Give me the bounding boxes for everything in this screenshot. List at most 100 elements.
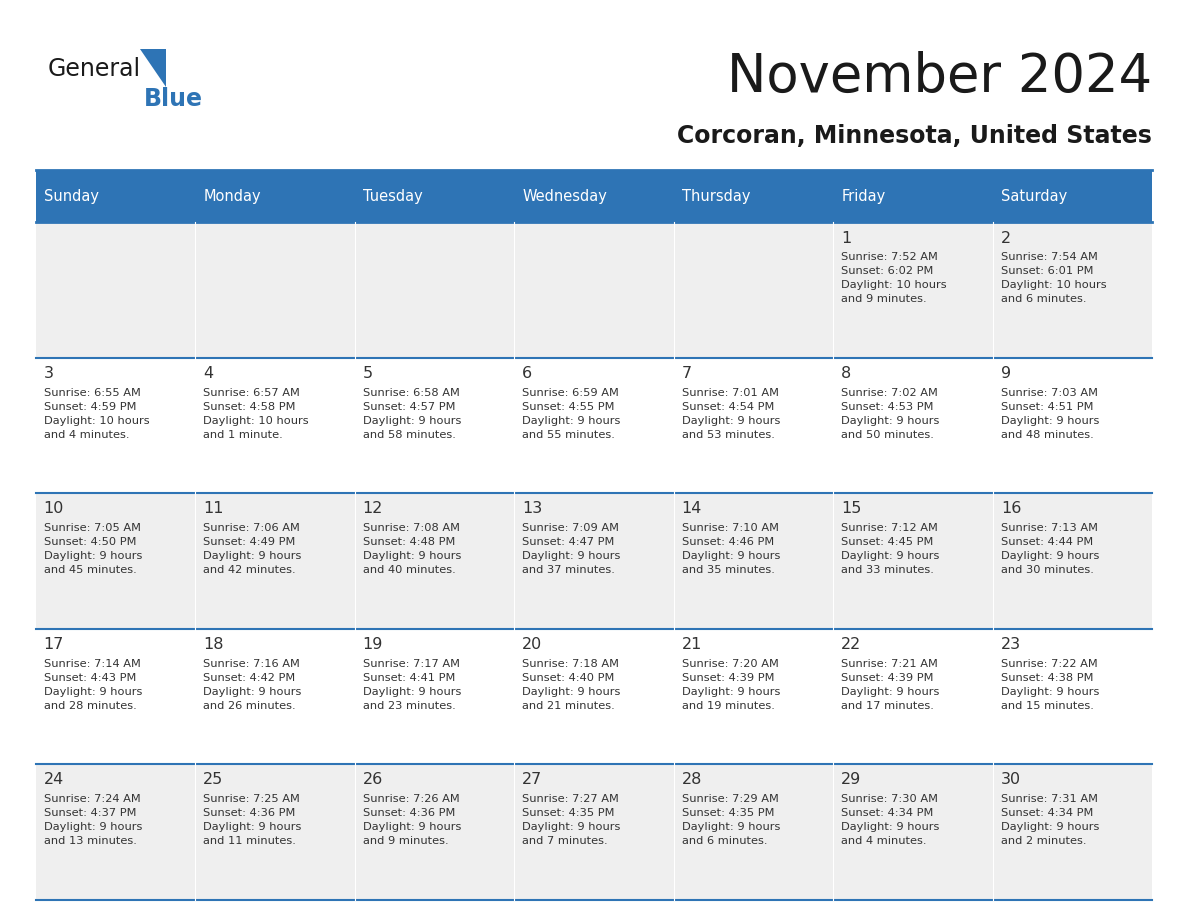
Text: 30: 30 [1000,772,1020,788]
Text: Sunrise: 7:18 AM
Sunset: 4:40 PM
Daylight: 9 hours
and 21 minutes.: Sunrise: 7:18 AM Sunset: 4:40 PM Dayligh… [523,658,620,711]
Bar [355,170,514,222]
Bar [674,493,833,629]
Text: 10: 10 [44,501,64,517]
Bar [195,493,355,629]
Text: 20: 20 [523,637,543,652]
Text: 1: 1 [841,230,852,245]
Bar [514,629,674,764]
Text: Wednesday: Wednesday [523,188,607,204]
Text: Sunrise: 6:59 AM
Sunset: 4:55 PM
Daylight: 9 hours
and 55 minutes.: Sunrise: 6:59 AM Sunset: 4:55 PM Dayligh… [523,387,620,440]
Bar [833,222,993,358]
Bar [674,222,833,358]
Text: Sunrise: 7:29 AM
Sunset: 4:35 PM
Daylight: 9 hours
and 6 minutes.: Sunrise: 7:29 AM Sunset: 4:35 PM Dayligh… [682,794,781,846]
Bar [514,764,674,900]
Bar [674,170,833,222]
Bar [195,629,355,764]
Text: Tuesday: Tuesday [362,188,423,204]
Text: Sunrise: 6:58 AM
Sunset: 4:57 PM
Daylight: 9 hours
and 58 minutes.: Sunrise: 6:58 AM Sunset: 4:57 PM Dayligh… [362,387,461,440]
Text: 7: 7 [682,366,691,381]
Text: Sunrise: 7:52 AM
Sunset: 6:02 PM
Daylight: 10 hours
and 9 minutes.: Sunrise: 7:52 AM Sunset: 6:02 PM Dayligh… [841,252,947,304]
Text: November 2024: November 2024 [727,50,1152,103]
Text: Friday: Friday [841,188,885,204]
Text: Sunrise: 7:30 AM
Sunset: 4:34 PM
Daylight: 9 hours
and 4 minutes.: Sunrise: 7:30 AM Sunset: 4:34 PM Dayligh… [841,794,940,846]
Bar [195,222,355,358]
Text: Sunrise: 7:09 AM
Sunset: 4:47 PM
Daylight: 9 hours
and 37 minutes.: Sunrise: 7:09 AM Sunset: 4:47 PM Dayligh… [523,523,620,575]
Text: 14: 14 [682,501,702,517]
Text: Sunrise: 7:24 AM
Sunset: 4:37 PM
Daylight: 9 hours
and 13 minutes.: Sunrise: 7:24 AM Sunset: 4:37 PM Dayligh… [44,794,143,846]
Text: Sunrise: 7:14 AM
Sunset: 4:43 PM
Daylight: 9 hours
and 28 minutes.: Sunrise: 7:14 AM Sunset: 4:43 PM Dayligh… [44,658,143,711]
Bar [355,629,514,764]
Text: 13: 13 [523,501,543,517]
Text: 18: 18 [203,637,223,652]
Text: 19: 19 [362,637,383,652]
Text: Sunday: Sunday [44,188,99,204]
Bar [833,358,993,493]
Polygon shape [140,49,166,87]
Bar [833,764,993,900]
Text: 3: 3 [44,366,53,381]
Bar [514,222,674,358]
Bar [36,358,195,493]
Text: Thursday: Thursday [682,188,751,204]
Text: 8: 8 [841,366,852,381]
Text: 16: 16 [1000,501,1022,517]
Bar [195,358,355,493]
Bar [833,629,993,764]
Text: 24: 24 [44,772,64,788]
Bar [674,358,833,493]
Text: 28: 28 [682,772,702,788]
Text: Sunrise: 7:17 AM
Sunset: 4:41 PM
Daylight: 9 hours
and 23 minutes.: Sunrise: 7:17 AM Sunset: 4:41 PM Dayligh… [362,658,461,711]
Bar [514,358,674,493]
Bar [514,170,674,222]
Bar [833,493,993,629]
Bar [833,170,993,222]
Text: Sunrise: 7:54 AM
Sunset: 6:01 PM
Daylight: 10 hours
and 6 minutes.: Sunrise: 7:54 AM Sunset: 6:01 PM Dayligh… [1000,252,1106,304]
Bar [674,629,833,764]
Text: Sunrise: 7:02 AM
Sunset: 4:53 PM
Daylight: 9 hours
and 50 minutes.: Sunrise: 7:02 AM Sunset: 4:53 PM Dayligh… [841,387,940,440]
Text: Sunrise: 7:20 AM
Sunset: 4:39 PM
Daylight: 9 hours
and 19 minutes.: Sunrise: 7:20 AM Sunset: 4:39 PM Dayligh… [682,658,781,711]
Bar [993,170,1152,222]
Text: 25: 25 [203,772,223,788]
Text: Sunrise: 6:55 AM
Sunset: 4:59 PM
Daylight: 10 hours
and 4 minutes.: Sunrise: 6:55 AM Sunset: 4:59 PM Dayligh… [44,387,150,440]
Bar [195,170,355,222]
Text: 5: 5 [362,366,373,381]
Bar [993,764,1152,900]
Bar [36,222,195,358]
Text: Sunrise: 7:12 AM
Sunset: 4:45 PM
Daylight: 9 hours
and 33 minutes.: Sunrise: 7:12 AM Sunset: 4:45 PM Dayligh… [841,523,940,575]
Text: 23: 23 [1000,637,1020,652]
Text: 11: 11 [203,501,223,517]
Text: Sunrise: 7:10 AM
Sunset: 4:46 PM
Daylight: 9 hours
and 35 minutes.: Sunrise: 7:10 AM Sunset: 4:46 PM Dayligh… [682,523,781,575]
Bar [355,222,514,358]
Text: 27: 27 [523,772,543,788]
Text: Sunrise: 7:21 AM
Sunset: 4:39 PM
Daylight: 9 hours
and 17 minutes.: Sunrise: 7:21 AM Sunset: 4:39 PM Dayligh… [841,658,940,711]
Text: Sunrise: 7:06 AM
Sunset: 4:49 PM
Daylight: 9 hours
and 42 minutes.: Sunrise: 7:06 AM Sunset: 4:49 PM Dayligh… [203,523,302,575]
Bar [36,493,195,629]
Bar [36,170,195,222]
Text: General: General [48,57,140,81]
Text: Sunrise: 7:01 AM
Sunset: 4:54 PM
Daylight: 9 hours
and 53 minutes.: Sunrise: 7:01 AM Sunset: 4:54 PM Dayligh… [682,387,781,440]
Text: Sunrise: 6:57 AM
Sunset: 4:58 PM
Daylight: 10 hours
and 1 minute.: Sunrise: 6:57 AM Sunset: 4:58 PM Dayligh… [203,387,309,440]
Text: Sunrise: 7:31 AM
Sunset: 4:34 PM
Daylight: 9 hours
and 2 minutes.: Sunrise: 7:31 AM Sunset: 4:34 PM Dayligh… [1000,794,1099,846]
Text: Blue: Blue [144,87,203,111]
Text: Monday: Monday [203,188,261,204]
Bar [355,493,514,629]
Bar [993,629,1152,764]
Bar [993,222,1152,358]
Text: Sunrise: 7:03 AM
Sunset: 4:51 PM
Daylight: 9 hours
and 48 minutes.: Sunrise: 7:03 AM Sunset: 4:51 PM Dayligh… [1000,387,1099,440]
Text: 29: 29 [841,772,861,788]
Text: Sunrise: 7:22 AM
Sunset: 4:38 PM
Daylight: 9 hours
and 15 minutes.: Sunrise: 7:22 AM Sunset: 4:38 PM Dayligh… [1000,658,1099,711]
Text: 15: 15 [841,501,861,517]
Text: Sunrise: 7:13 AM
Sunset: 4:44 PM
Daylight: 9 hours
and 30 minutes.: Sunrise: 7:13 AM Sunset: 4:44 PM Dayligh… [1000,523,1099,575]
Text: Sunrise: 7:16 AM
Sunset: 4:42 PM
Daylight: 9 hours
and 26 minutes.: Sunrise: 7:16 AM Sunset: 4:42 PM Dayligh… [203,658,302,711]
Text: Saturday: Saturday [1000,188,1067,204]
Text: Corcoran, Minnesota, United States: Corcoran, Minnesota, United States [677,124,1152,148]
Text: 12: 12 [362,501,383,517]
Text: 26: 26 [362,772,383,788]
Bar [993,358,1152,493]
Text: Sunrise: 7:08 AM
Sunset: 4:48 PM
Daylight: 9 hours
and 40 minutes.: Sunrise: 7:08 AM Sunset: 4:48 PM Dayligh… [362,523,461,575]
Text: 9: 9 [1000,366,1011,381]
Text: Sunrise: 7:27 AM
Sunset: 4:35 PM
Daylight: 9 hours
and 7 minutes.: Sunrise: 7:27 AM Sunset: 4:35 PM Dayligh… [523,794,620,846]
Text: Sunrise: 7:05 AM
Sunset: 4:50 PM
Daylight: 9 hours
and 45 minutes.: Sunrise: 7:05 AM Sunset: 4:50 PM Dayligh… [44,523,143,575]
Bar [355,358,514,493]
Text: 2: 2 [1000,230,1011,245]
